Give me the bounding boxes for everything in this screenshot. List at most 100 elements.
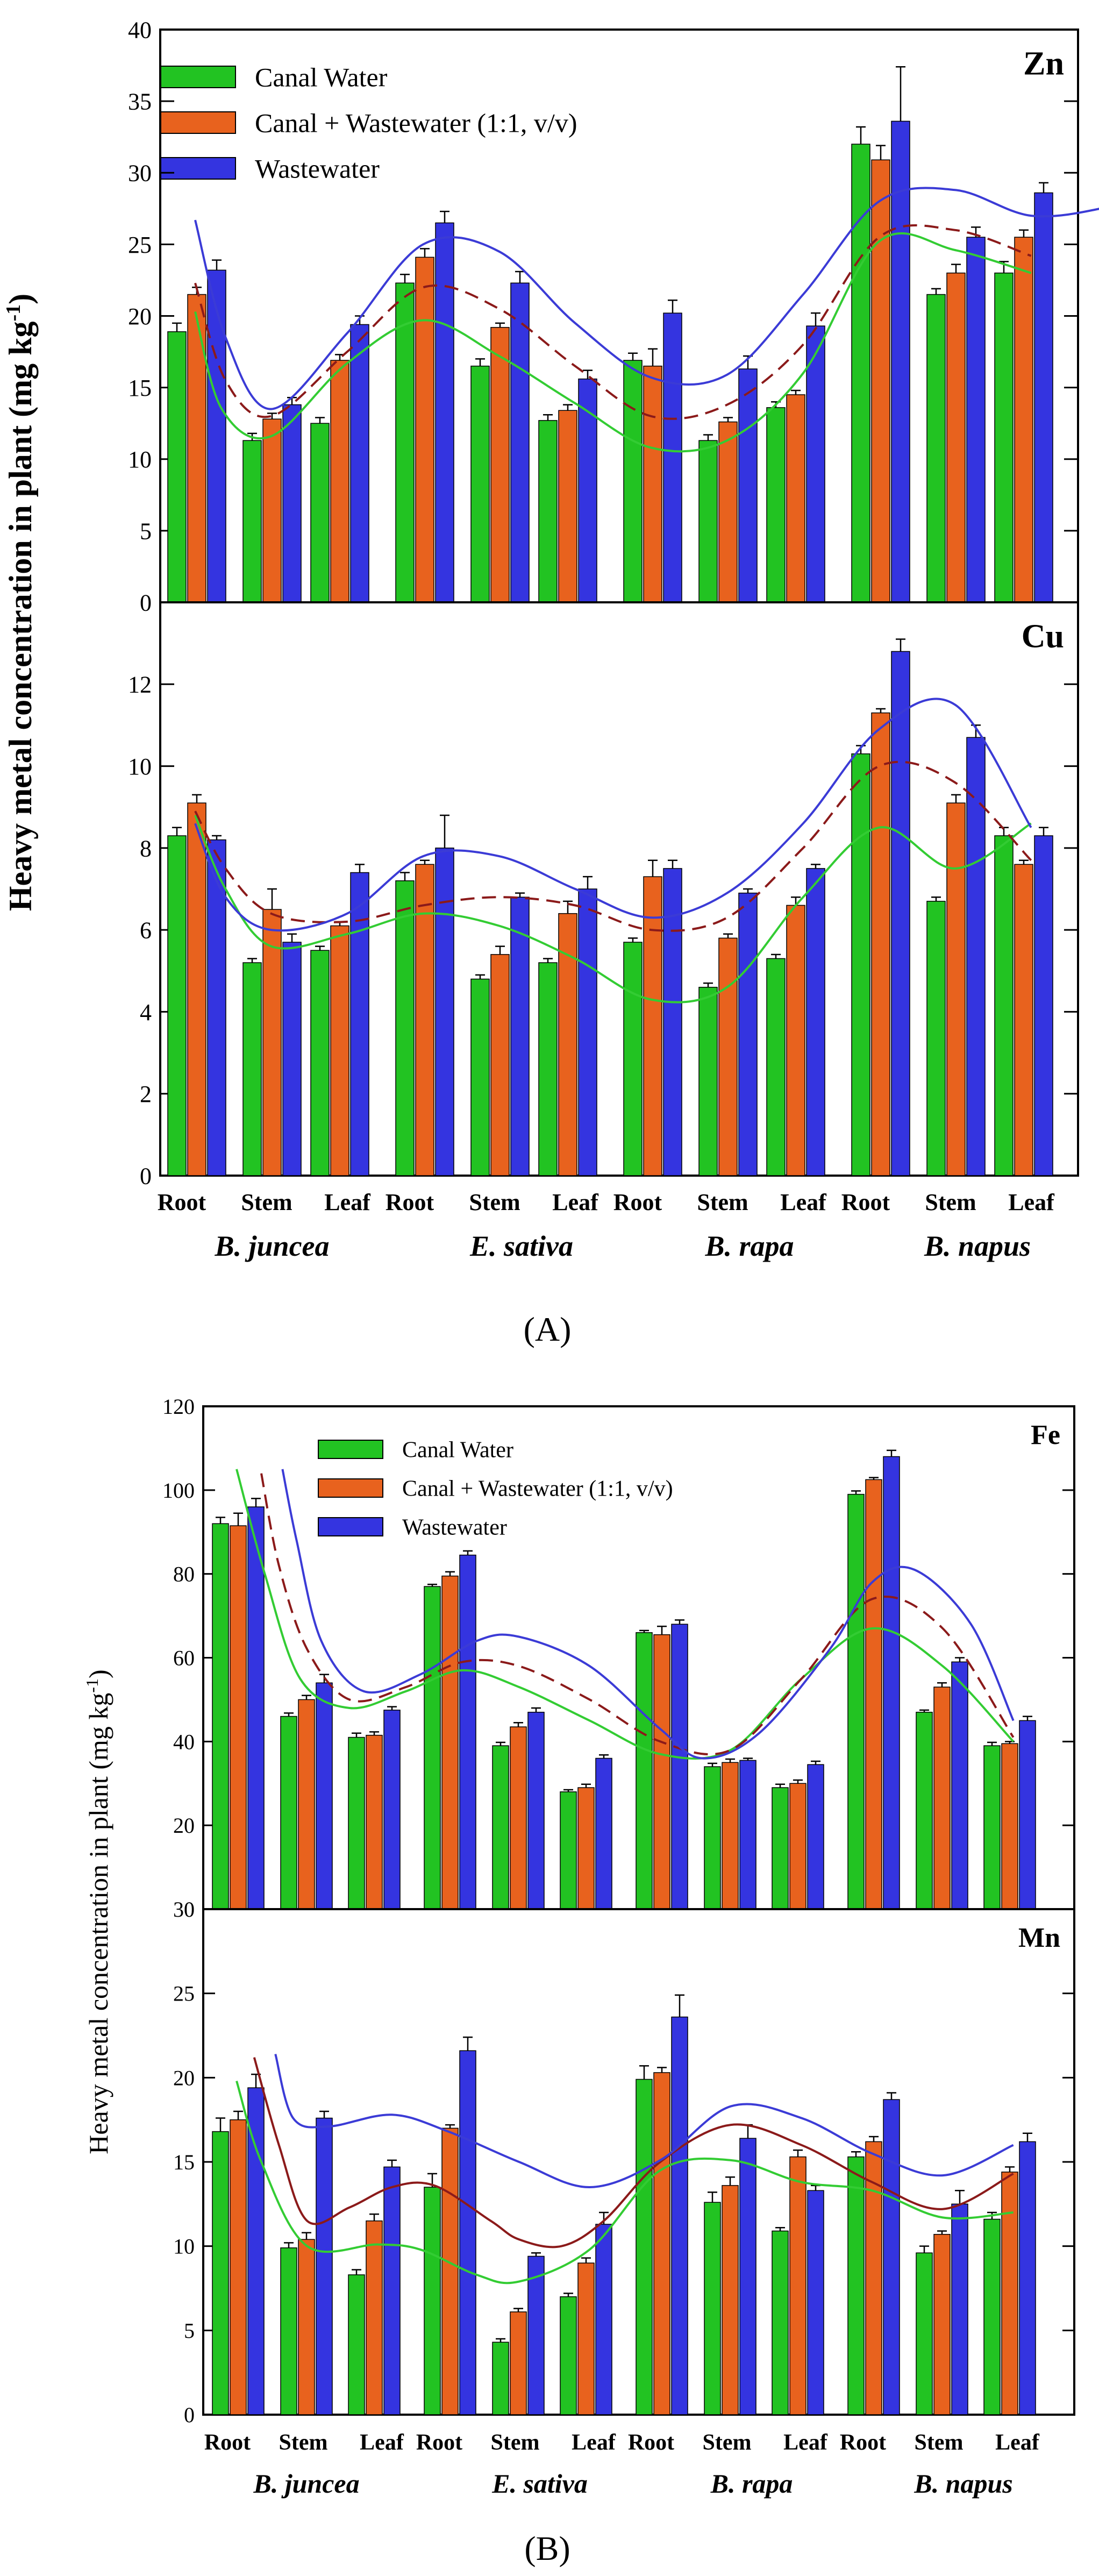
cu-bar-canal-wastewater-1-1-v-v-b-rapa-leaf [786, 905, 805, 1176]
fe-chart: 0 20 40 60 80 100 120 Fe [162, 1394, 1075, 1922]
species-label-b-rapa: B. rapa [704, 1230, 794, 1262]
fe-ytick-label: 40 [173, 1730, 195, 1754]
ylabel-b-main: Heavy metal concentration in plant (mg k… [83, 1693, 113, 2154]
mn-bar-canal-water-b-juncea-stem [280, 2247, 297, 2415]
zn-bar-canal-water-b-rapa-root [623, 360, 643, 603]
zn-bar-canal-wastewater-1-1-v-v-b-juncea-leaf [330, 360, 349, 603]
fe-bar-wastewater-b-napus-stem [951, 1661, 968, 1910]
cu-bar-wastewater-b-rapa-stem [738, 892, 758, 1176]
mn-xtick-label-root: Root [204, 2430, 251, 2455]
zn-bar-canal-water-e-sativa-root [395, 282, 415, 603]
fe-trend-line-wastewater [281, 1469, 1015, 1760]
zn-ytick-label: 20 [128, 303, 152, 330]
mn-bar-canal-wastewater-1-1-v-v-b-napus-leaf [1001, 2172, 1018, 2415]
cu-bar-canal-water-b-juncea-leaf [310, 950, 330, 1176]
cu-ytick-label: 0 [140, 1163, 152, 1189]
mn-bar-wastewater-b-juncea-root [247, 2087, 265, 2415]
mn-ytick-label: 10 [173, 2235, 195, 2259]
legend-swatch-canal-wastewater-1-1-v-v [160, 111, 236, 134]
fe-bar-canal-wastewater-1-1-v-v-b-rapa-stem [722, 1762, 739, 1910]
fe-trend-line-canal-wastewater-1-1-v-v [260, 1473, 1015, 1755]
fe-bar-canal-water-b-napus-stem [916, 1712, 933, 1910]
cu-chart: 0 2 4 6 8 10 12 Cu Root Stem Leaf Root Stem Leaf Root S… [128, 601, 1079, 1262]
mn-xtick-label-leaf: Leaf [360, 2430, 404, 2455]
species-label-b-napus: B. napus [914, 2468, 1012, 2499]
zn-bar-canal-wastewater-1-1-v-v-e-sativa-root [415, 257, 434, 603]
mn-bar-canal-water-b-rapa-root [636, 2079, 653, 2415]
mn-trend-line-canal-water [236, 2081, 1014, 2285]
cu-bar-wastewater-b-juncea-stem [282, 942, 302, 1176]
legend-label-wastewater: Wastewater [402, 1515, 507, 1540]
zn-chart: 0 5 10 15 20 25 30 35 40 Zn [128, 17, 1099, 616]
mn-xtick-label-root: Root [416, 2430, 462, 2455]
cu-ytick-label: 12 [128, 672, 152, 698]
cu-bar-wastewater-b-rapa-leaf [806, 868, 825, 1176]
mn-bar-canal-wastewater-1-1-v-v-b-napus-root [865, 2141, 882, 2415]
zn-bar-canal-water-b-rapa-leaf [766, 407, 786, 603]
mn-bar-wastewater-e-sativa-stem [527, 2255, 545, 2415]
mn-bar-canal-wastewater-1-1-v-v-b-juncea-root [230, 2119, 247, 2415]
fe-bar-wastewater-b-napus-leaf [1019, 1720, 1036, 1910]
cu-bar-canal-wastewater-1-1-v-v-e-sativa-stem [490, 954, 510, 1176]
mn-bar-canal-wastewater-1-1-v-v-b-rapa-root [653, 2072, 670, 2415]
legend-label-canal-wastewater-1-1-v-v: Canal + Wastewater (1:1, v/v) [255, 108, 577, 138]
cu-trend-line-canal-water [194, 815, 1032, 1004]
mn-xtick-label-root: Root [840, 2430, 886, 2455]
mn-bar-canal-water-b-rapa-leaf [772, 2230, 789, 2415]
mn-ytick-label: 30 [173, 1897, 195, 1922]
zn-bar-wastewater-b-rapa-stem [738, 368, 758, 603]
panel-a: Canal Water Canal + Wastewater (1:1, v/v)… [2, 17, 1099, 1348]
cu-xtick-label-root: Root [841, 1189, 890, 1215]
ylabel-a-close: ) [3, 294, 38, 304]
fe-bar-canal-wastewater-1-1-v-v-e-sativa-stem [510, 1726, 527, 1910]
mn-xtick-label-leaf: Leaf [572, 2430, 616, 2455]
cu-bar-wastewater-b-napus-stem [966, 737, 986, 1176]
ylabel-a-main: Heavy metal concentration in plant (mg k… [3, 322, 38, 912]
mn-xtick-label-stem: Stem [703, 2430, 752, 2455]
zn-bar-canal-water-b-juncea-root [167, 331, 187, 603]
fe-ytick-label: 100 [162, 1478, 195, 1503]
panel-a-caption: (A) [524, 1310, 572, 1348]
mn-bar-wastewater-e-sativa-leaf [595, 2224, 612, 2415]
cu-bar-canal-wastewater-1-1-v-v-b-juncea-stem [262, 909, 282, 1176]
fe-bar-canal-water-e-sativa-leaf [560, 1791, 577, 1910]
mn-bar-canal-wastewater-1-1-v-v-e-sativa-root [441, 2127, 459, 2415]
fe-bar-wastewater-b-juncea-leaf [383, 1710, 401, 1910]
mn-bar-canal-water-b-juncea-root [212, 2131, 229, 2415]
zn-bar-wastewater-b-napus-leaf [1034, 192, 1053, 603]
fe-bar-wastewater-e-sativa-leaf [595, 1757, 612, 1910]
zn-bar-canal-water-b-napus-stem [926, 294, 946, 603]
zn-bar-wastewater-b-juncea-stem [282, 404, 302, 603]
cu-bar-canal-water-b-juncea-stem [242, 962, 262, 1176]
mn-trend-line-canal-wastewater-1-1-v-v [253, 2057, 1014, 2248]
cu-xtick-label-leaf: Leaf [780, 1189, 827, 1215]
zn-ytick-label: 30 [128, 160, 152, 187]
legend-label-canal-water: Canal Water [255, 62, 388, 92]
fe-bar-canal-wastewater-1-1-v-v-b-napus-root [865, 1479, 882, 1910]
mn-bar-wastewater-b-juncea-leaf [383, 2166, 401, 2415]
ylabel-a-sup: -1 [2, 304, 25, 322]
cu-ytick-label: 6 [140, 917, 152, 944]
fe-trend-line-canal-water [236, 1469, 1015, 1760]
cu-ytick-label: 4 [140, 999, 152, 1026]
mn-bar-canal-water-e-sativa-leaf [560, 2296, 577, 2415]
fe-bar-canal-water-b-juncea-stem [280, 1716, 297, 1910]
fe-bar-canal-wastewater-1-1-v-v-e-sativa-root [441, 1575, 459, 1910]
cu-bar-canal-water-b-juncea-root [167, 835, 187, 1176]
mn-xtick-label-stem: Stem [491, 2430, 540, 2455]
mn-bar-wastewater-b-juncea-stem [316, 2117, 333, 2415]
mn-xtick-label-leaf: Leaf [995, 2430, 1040, 2455]
mn-bar-canal-water-b-juncea-leaf [348, 2274, 365, 2415]
cu-bar-canal-water-b-rapa-leaf [766, 958, 786, 1176]
mn-ytick-label: 5 [184, 2318, 195, 2343]
cu-bar-wastewater-b-napus-root [891, 651, 910, 1176]
zn-bar-canal-wastewater-1-1-v-v-b-rapa-leaf [786, 394, 805, 603]
mn-ytick-label: 20 [173, 2066, 195, 2090]
cu-bar-canal-wastewater-1-1-v-v-b-juncea-leaf [330, 925, 349, 1176]
zn-ytick-label: 40 [128, 17, 152, 43]
fe-bar-canal-water-e-sativa-root [424, 1586, 441, 1910]
zn-bar-canal-wastewater-1-1-v-v-e-sativa-stem [490, 327, 510, 603]
cu-bar-wastewater-b-juncea-root [207, 839, 226, 1176]
mn-bar-canal-water-e-sativa-stem [492, 2342, 509, 2415]
